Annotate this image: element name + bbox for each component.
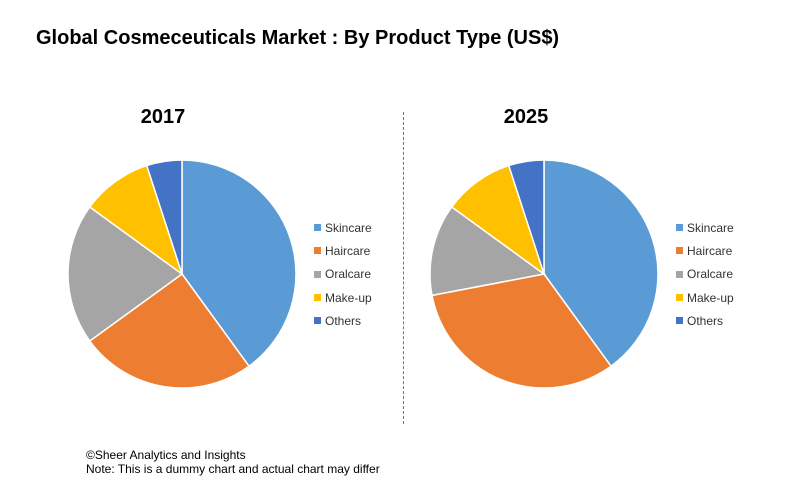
legend-label: Oralcare [325,267,372,282]
legend-label: Make-up [325,290,372,305]
legend-item-make-up: Make-up [676,286,734,309]
legend-label: Others [325,313,362,328]
pie-slice-haircare-2025 [431,273,613,389]
legend-swatch [314,224,321,232]
legend-swatch [676,224,683,232]
legend-label: Skincare [325,220,372,235]
pie-slice-skincare-2025 [543,159,659,368]
legend-swatch [314,317,321,325]
source-credit: ©Sheer Analytics and Insights [86,448,246,462]
pie-title-2025: 2025 [503,106,549,128]
footer: ©Sheer Analytics and Insights Note: This… [86,448,380,476]
legend-item-skincare: Skincare [314,216,372,239]
legend-label: Haircare [687,243,733,258]
legend-item-haircare: Haircare [314,239,372,262]
pie-slice-oralcare-2025 [429,205,546,297]
pie-slice-others-2017 [145,159,183,275]
pie-slice-make-up-2025 [450,164,546,276]
legend-2025: Skincare Haircare Oralcare Make-up Others [676,216,734,332]
legend-item-oralcare: Oralcare [314,263,372,286]
legend-swatch [676,247,683,255]
chart-title: Global Cosmeceuticals Market : By Produc… [36,27,560,49]
legend-2017: Skincare Haircare Oralcare Make-up Others [314,216,372,332]
pie-slice-haircare-2017 [88,272,251,389]
legend-item-others: Others [676,309,734,332]
legend-swatch [676,317,683,325]
pie-chart-2025 [429,159,659,389]
legend-label: Oralcare [687,267,734,282]
legend-item-haircare: Haircare [676,239,734,262]
chart-divider [403,112,404,424]
legend-swatch [676,270,683,278]
legend-item-make-up: Make-up [314,286,372,309]
disclaimer-note: Note: This is a dummy chart and actual c… [86,462,380,476]
legend-label: Haircare [325,243,371,258]
legend-item-skincare: Skincare [676,216,734,239]
pie-slice-oralcare-2017 [67,205,184,343]
legend-item-oralcare: Oralcare [676,263,734,286]
legend-label: Skincare [687,220,734,235]
pie-chart-2017 [67,159,297,389]
legend-swatch [314,247,321,255]
pie-slice-skincare-2017 [181,159,297,368]
legend-item-others: Others [314,309,372,332]
pie-slice-make-up-2017 [88,164,184,276]
pie-slice-others-2025 [507,159,545,275]
legend-label: Make-up [687,290,734,305]
legend-swatch [676,294,683,302]
legend-label: Others [687,313,724,328]
pie-title-2017: 2017 [140,106,186,128]
legend-swatch [314,294,321,302]
legend-swatch [314,270,321,278]
